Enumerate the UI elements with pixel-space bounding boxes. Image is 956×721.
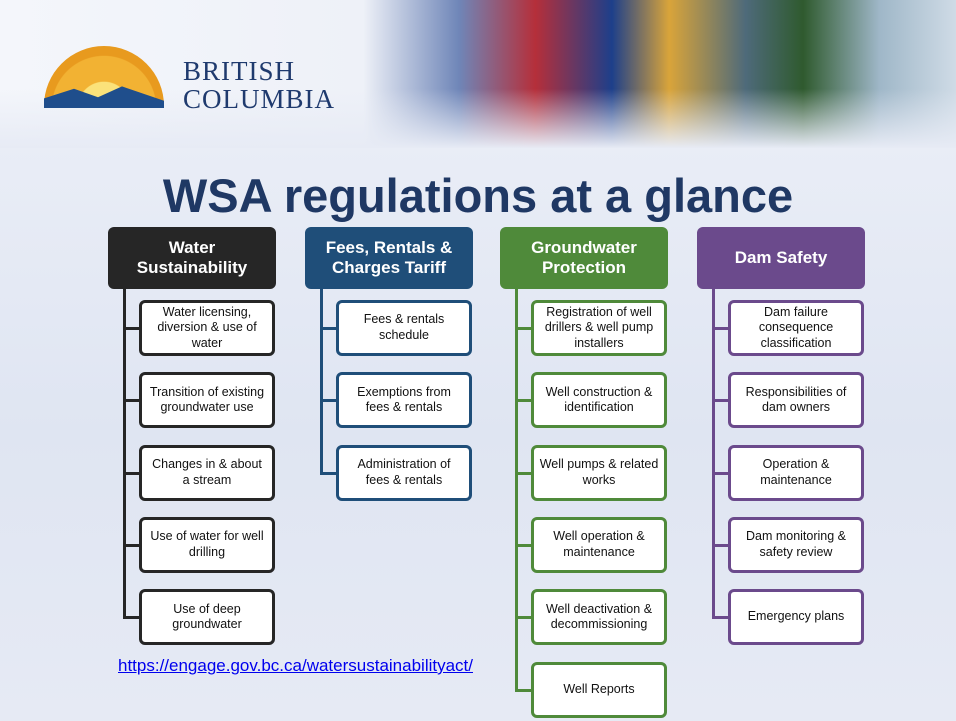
logo-text: COLUMBIA [183,84,335,115]
item-box: Fees & rentals schedule [336,300,472,356]
column-header: Water Sustainability [108,227,276,289]
connector [517,399,531,402]
item-box: Well deactivation & decommissioning [531,589,667,645]
connector [714,616,728,619]
item-box: Administration of fees & rentals [336,445,472,501]
connector [123,289,126,619]
connector [322,327,336,330]
connector [517,472,531,475]
item-box: Exemptions from fees & rentals [336,372,472,428]
slide: BRITISH COLUMBIA WSA regulations at a gl… [0,0,956,721]
connector [515,289,518,692]
item-box: Well construction & identification [531,372,667,428]
item-box: Responsibilities of dam owners [728,372,864,428]
connector [517,689,531,692]
page: BRITISH COLUMBIA WSA regulations at a gl… [0,0,956,721]
connector [322,399,336,402]
connector [322,472,336,475]
item-box: Well Reports [531,662,667,718]
connector [125,544,139,547]
item-box: Emergency plans [728,589,864,645]
item-box: Dam monitoring & safety review [728,517,864,573]
column-header: Dam Safety [697,227,865,289]
item-box: Well pumps & related works [531,445,667,501]
connector [714,327,728,330]
connector [125,327,139,330]
item-box: Operation & maintenance [728,445,864,501]
connector [125,616,139,619]
connector [714,472,728,475]
column-header: Groundwater Protection [500,227,668,289]
item-box: Use of water for well drilling [139,517,275,573]
item-box: Well operation & maintenance [531,517,667,573]
logo-text: BRITISH [183,56,295,87]
connector [125,399,139,402]
item-box: Use of deep groundwater [139,589,275,645]
connector [712,289,715,619]
item-box: Registration of well drillers & well pum… [531,300,667,356]
item-box: Changes in & about a stream [139,445,275,501]
item-box: Water licensing, diversion & use of wate… [139,300,275,356]
connector [714,399,728,402]
link[interactable]: https://engage.gov.bc.ca/watersustainabi… [118,656,473,676]
connector [125,472,139,475]
connector [517,544,531,547]
connector [320,289,323,475]
slide-title: WSA regulations at a glance [0,168,956,223]
connector [517,616,531,619]
connector [517,327,531,330]
item-box: Dam failure consequence classification [728,300,864,356]
item-box: Transition of existing groundwater use [139,372,275,428]
column-header: Fees, Rentals & Charges Tariff [305,227,473,289]
connector [714,544,728,547]
